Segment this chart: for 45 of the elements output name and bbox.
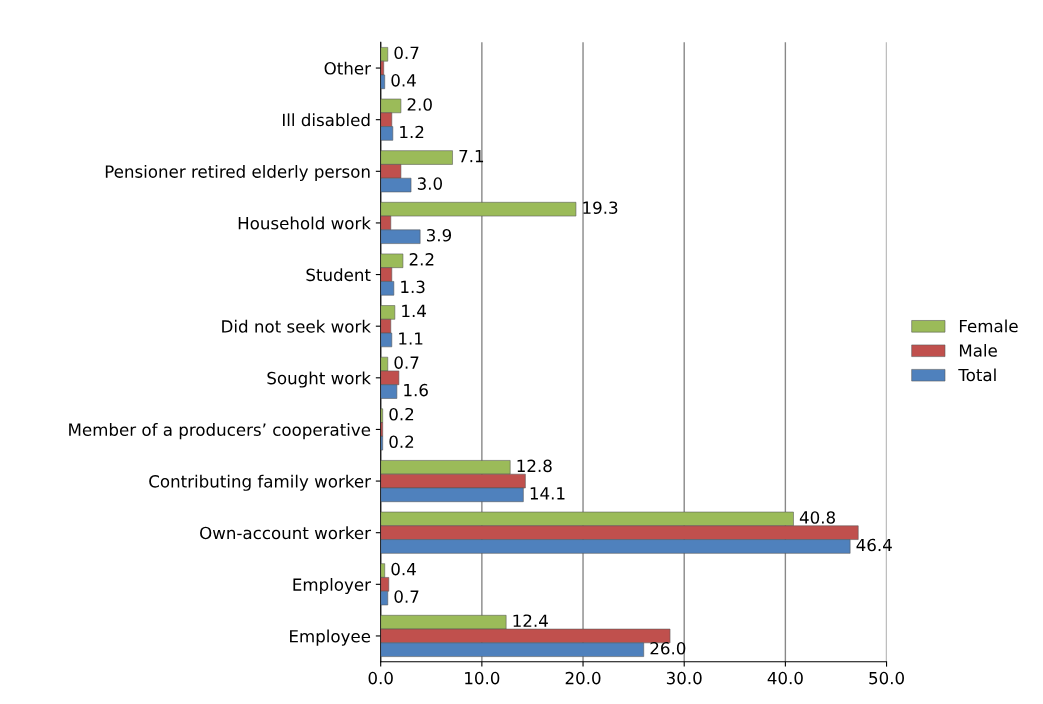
data-label: 1.6	[404, 383, 428, 397]
y-tick-label: Household work	[238, 216, 371, 230]
data-label: 40.8	[799, 511, 835, 524]
data-label: 0.7	[394, 356, 419, 369]
x-tick-label: 20.0	[565, 671, 601, 685]
y-tick-label: Own-account worker	[200, 526, 371, 540]
y-tick-label: Employer	[293, 577, 371, 595]
x-tick-label: 0.0	[368, 671, 393, 685]
legend-label: Male	[959, 343, 997, 357]
data-label: 14.1	[530, 487, 565, 500]
data-label: 12.4	[513, 614, 548, 627]
legend-label: Female	[959, 319, 1018, 333]
data-label: 1.2	[400, 125, 424, 139]
legend-label: Total	[958, 368, 996, 382]
data-label: 0.4	[391, 74, 416, 87]
y-tick-label: Student	[306, 268, 371, 282]
y-tick-label: Other	[324, 61, 371, 75]
data-label: 3.0	[417, 177, 442, 190]
data-label: 7.1	[459, 149, 484, 163]
data-label: 0.4	[391, 562, 416, 576]
data-label: 12.8	[517, 459, 552, 473]
y-tick-label: Sought work	[267, 371, 371, 388]
y-tick-label: Member of a producers’ cooperative	[69, 423, 371, 440]
y-tick-label: Ill disabled	[282, 113, 370, 127]
data-label: 2.2	[409, 253, 434, 266]
data-label: 1.1	[399, 332, 423, 345]
data-label: 2.0	[407, 98, 432, 111]
data-label: 1.4	[402, 304, 426, 318]
y-tick-label: Pensioner retired elderly person	[105, 164, 370, 182]
data-label: 19.3	[583, 201, 618, 214]
data-label: 26.0	[650, 641, 686, 655]
x-tick-label: 10.0	[465, 671, 500, 685]
data-label: 3.9	[426, 228, 452, 242]
y-tick-label: Contributing family worker	[149, 474, 371, 491]
y-tick-label: Employee	[290, 629, 371, 646]
data-label: 0.7	[394, 590, 419, 603]
x-tick-label: 50.0	[869, 671, 904, 685]
data-label: 46.4	[856, 538, 892, 552]
x-tick-label: 30.0	[666, 671, 702, 685]
y-tick-label: Did not seek work	[222, 319, 371, 333]
data-label: 0.7	[394, 46, 419, 60]
data-label: 0.2	[389, 407, 414, 421]
data-label: 0.2	[389, 435, 414, 449]
data-label: 1.3	[401, 280, 425, 294]
x-tick-label: 40.0	[767, 671, 803, 685]
